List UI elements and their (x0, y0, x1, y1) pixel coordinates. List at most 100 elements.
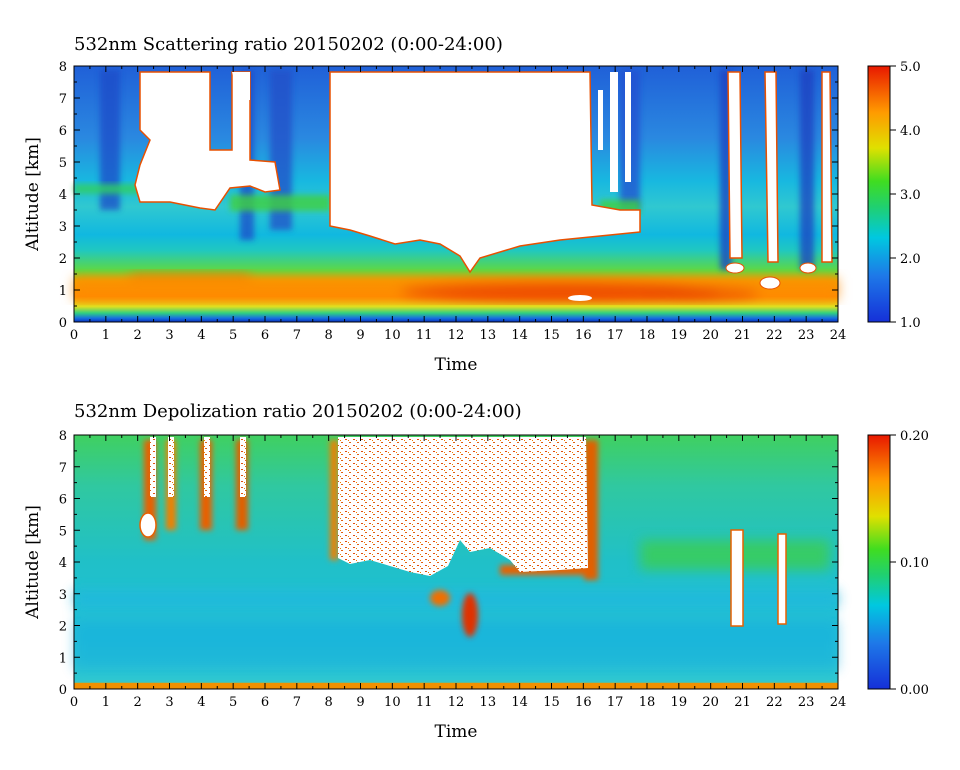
colorbar: 1.0 2.0 3.0 4.0 5.0 (867, 60, 921, 331)
x-tick-label: 21 (734, 328, 751, 343)
y-axis: 0 1 2 3 4 5 6 7 8 (59, 60, 838, 331)
x-tick-label: 0 (70, 328, 78, 343)
cloud-regions (139, 437, 787, 627)
x-tick-label: 8 (325, 695, 333, 710)
x-tick-label: 1 (102, 695, 110, 710)
depolarization-ratio-panel: 532nm Depolization ratio 20150202 (0:00-… (23, 401, 929, 742)
x-tick-label: 10 (384, 695, 401, 710)
colorbar-tick-label: 0.10 (900, 556, 929, 571)
heatmap-area (73, 65, 839, 323)
x-tick-label: 17 (607, 328, 624, 343)
x-tick-label: 14 (511, 695, 528, 710)
x-tick-label: 1 (102, 328, 110, 343)
y-tick-label: 6 (59, 493, 67, 508)
x-tick-label: 16 (575, 328, 592, 343)
x-tick-label: 15 (543, 695, 560, 710)
y-tick-label: 0 (59, 683, 67, 698)
chart-title: 532nm Depolization ratio 20150202 (0:00-… (74, 401, 522, 422)
colorbar-tick-label: 3.0 (900, 188, 921, 203)
aerosol-layer (74, 540, 838, 670)
colorbar-tick-label: 5.0 (900, 60, 921, 75)
colorbar-tick-label: 1.0 (900, 316, 921, 331)
x-tick-label: 7 (293, 695, 301, 710)
x-tick-label: 18 (639, 695, 656, 710)
colorbar-ticks: 0.00 0.10 0.20 (890, 429, 929, 698)
x-tick-label: 13 (480, 328, 497, 343)
y-tick-label: 4 (59, 188, 67, 203)
x-tick-label: 19 (671, 328, 688, 343)
y-tick-label: 7 (59, 461, 67, 476)
colorbar: 0.00 0.10 0.20 (867, 429, 929, 698)
x-tick-label: 4 (197, 695, 205, 710)
x-axis: 0 1 2 3 4 5 6 7 8 9 10 11 12 13 14 15 16 17 18 19 20 21 22 23 24 (70, 435, 846, 710)
x-tick-label: 22 (766, 695, 783, 710)
x-tick-label: 12 (448, 328, 465, 343)
x-tick-label: 2 (134, 328, 142, 343)
x-tick-label: 23 (798, 328, 815, 343)
x-tick-label: 19 (671, 695, 688, 710)
y-tick-label: 1 (59, 284, 67, 299)
x-tick-label: 17 (607, 695, 624, 710)
x-tick-label: 21 (734, 695, 751, 710)
y-tick-label: 0 (59, 316, 67, 331)
y-tick-label: 3 (59, 588, 67, 603)
x-tick-label: 18 (639, 328, 656, 343)
x-tick-label: 11 (416, 328, 433, 343)
y-tick-label: 2 (59, 620, 67, 635)
y-tick-label: 6 (59, 124, 67, 139)
y-tick-label: 5 (59, 156, 67, 171)
x-tick-label: 15 (543, 328, 560, 343)
colorbar-tick-label: 2.0 (900, 252, 921, 267)
x-tick-label: 20 (702, 328, 719, 343)
x-tick-label: 3 (165, 695, 173, 710)
x-tick-label: 24 (830, 695, 847, 710)
colorbar-tick-label: 4.0 (900, 124, 921, 139)
boundary-layer-band (74, 272, 838, 302)
colorbar-tick-label: 0.00 (900, 683, 929, 698)
x-tick-label: 8 (325, 328, 333, 343)
x-tick-label: 5 (229, 695, 237, 710)
x-axis-label: Time (435, 722, 478, 742)
y-axis: 0 1 2 3 4 5 6 7 8 (59, 429, 838, 698)
small-cloud-fragments (568, 72, 817, 301)
y-tick-label: 3 (59, 220, 67, 235)
x-tick-label: 10 (384, 328, 401, 343)
x-tick-label: 9 (356, 328, 364, 343)
x-tick-label: 2 (134, 695, 142, 710)
x-tick-label: 12 (448, 695, 465, 710)
chart-title: 532nm Scattering ratio 20150202 (0:00-24… (74, 34, 503, 55)
x-tick-label: 5 (229, 328, 237, 343)
y-tick-label: 8 (59, 60, 67, 75)
x-tick-label: 0 (70, 695, 78, 710)
x-tick-label: 24 (830, 328, 847, 343)
y-tick-label: 8 (59, 429, 67, 444)
y-tick-label: 4 (59, 556, 67, 571)
x-tick-label: 9 (356, 695, 364, 710)
x-tick-label: 6 (261, 328, 269, 343)
x-tick-label: 13 (480, 695, 497, 710)
x-tick-label: 23 (798, 695, 815, 710)
x-tick-label: 6 (261, 695, 269, 710)
x-tick-label: 4 (197, 328, 205, 343)
colorbar-ticks: 1.0 2.0 3.0 4.0 5.0 (890, 60, 921, 331)
y-tick-label: 2 (59, 252, 67, 267)
x-tick-label: 20 (702, 695, 719, 710)
x-tick-label: 14 (511, 328, 528, 343)
y-axis-label: Altitude [km] (23, 137, 43, 252)
x-tick-label: 11 (416, 695, 433, 710)
x-tick-label: 16 (575, 695, 592, 710)
x-axis-label: Time (435, 355, 478, 375)
y-tick-label: 1 (59, 651, 67, 666)
cloud-regions (134, 71, 833, 274)
y-tick-label: 5 (59, 524, 67, 539)
heatmap-area (73, 434, 839, 690)
x-tick-label: 3 (165, 328, 173, 343)
x-tick-label: 22 (766, 328, 783, 343)
x-tick-label: 7 (293, 328, 301, 343)
y-tick-label: 7 (59, 92, 67, 107)
y-axis-label: Altitude [km] (23, 505, 43, 620)
colorbar-tick-label: 0.20 (900, 429, 929, 444)
scattering-ratio-panel: 532nm Scattering ratio 20150202 (0:00-24… (23, 34, 921, 375)
x-axis: 0 1 2 3 4 5 6 7 8 9 10 11 12 13 14 15 16 17 18 19 20 21 22 23 24 (70, 66, 846, 343)
